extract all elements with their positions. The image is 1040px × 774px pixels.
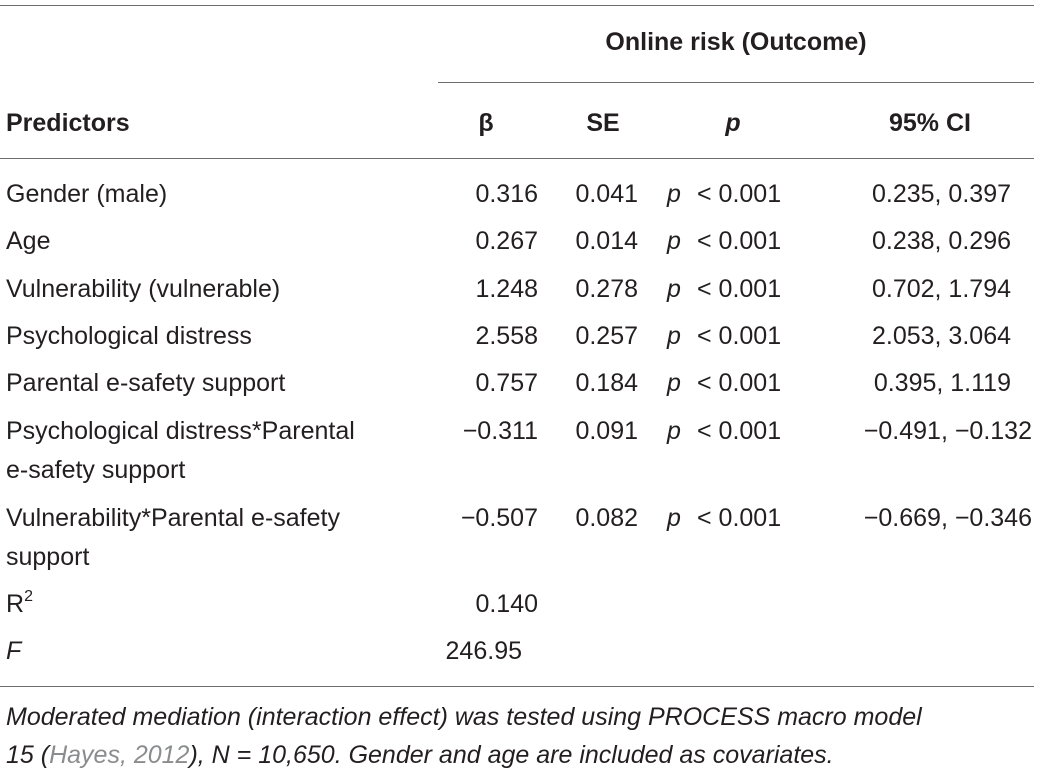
beta-header: β — [478, 109, 494, 137]
predictor-label: Parental e-safety support — [6, 369, 286, 397]
ci-value: −0.669, −0.346 — [863, 504, 1032, 532]
footnote-line1: Moderated mediation (interaction effect)… — [6, 703, 922, 731]
p-value: < 0.001 — [697, 275, 782, 303]
citation-link[interactable]: Hayes, 2012 — [49, 741, 190, 769]
r2-value: 0.140 — [475, 590, 538, 618]
ci-header: 95% CI — [889, 109, 971, 137]
predictor-label-cont: e-safety support — [6, 456, 186, 484]
p-value: < 0.001 — [697, 227, 782, 255]
f-label: F — [6, 637, 22, 665]
se-value: 0.184 — [575, 369, 638, 397]
predictor-label-cont: support — [6, 543, 90, 571]
top-rule — [0, 5, 1034, 6]
p-value: < 0.001 — [697, 504, 782, 532]
footnote-line2-pre: 15 ( — [6, 741, 50, 769]
beta-value: 0.757 — [475, 369, 538, 397]
predictor-label: Vulnerability (vulnerable) — [6, 275, 281, 303]
p-value: < 0.001 — [697, 417, 782, 445]
p-symbol: p — [667, 180, 681, 208]
beta-value: 2.558 — [475, 322, 538, 350]
r2-superscript: 2 — [24, 587, 33, 605]
p-header: p — [725, 109, 741, 137]
p-symbol: p — [667, 275, 681, 303]
se-value: 0.082 — [575, 504, 638, 532]
outcome-underline — [438, 82, 1034, 83]
beta-value: −0.311 — [462, 417, 538, 445]
predictor-label: Gender (male) — [6, 180, 168, 208]
se-value: 0.257 — [575, 322, 638, 350]
outcome-header: Online risk (Outcome) — [605, 28, 867, 56]
se-header: SE — [586, 109, 620, 137]
p-value: < 0.001 — [697, 322, 782, 350]
beta-value: 1.248 — [475, 275, 538, 303]
p-value: < 0.001 — [697, 369, 782, 397]
header-rule — [0, 158, 1034, 159]
ci-value: 0.395, 1.119 — [873, 369, 1011, 397]
r2-base: R — [6, 590, 25, 618]
se-value: 0.041 — [575, 180, 638, 208]
p-symbol: p — [667, 322, 681, 350]
p-value: < 0.001 — [697, 180, 782, 208]
predictor-label: Vulnerability*Parental e-safety — [6, 504, 340, 532]
p-symbol: p — [667, 417, 681, 445]
ci-value: 2.053, 3.064 — [871, 322, 1011, 350]
beta-value: 0.267 — [475, 227, 538, 255]
p-symbol: p — [667, 504, 681, 532]
p-symbol: p — [667, 227, 681, 255]
beta-value: 0.316 — [475, 180, 538, 208]
ci-value: 0.702, 1.794 — [871, 275, 1011, 303]
p-symbol: p — [667, 369, 681, 397]
bottom-rule — [0, 686, 1034, 687]
predictor-label: Psychological distress — [6, 322, 252, 350]
footnote-line2-post: ), N = 10,650. Gender and age are includ… — [189, 741, 834, 769]
beta-value: −0.507 — [460, 504, 538, 532]
ci-value: 0.238, 0.296 — [871, 227, 1011, 255]
r2-label: R2 — [6, 587, 33, 619]
table-footnote: Moderated mediation (interaction effect)… — [6, 698, 1036, 774]
predictor-label: Age — [6, 227, 51, 255]
predictors-header: Predictors — [6, 109, 130, 137]
ci-value: −0.491, −0.132 — [863, 417, 1032, 445]
se-value: 0.014 — [575, 227, 638, 255]
ci-value: 0.235, 0.397 — [871, 180, 1011, 208]
se-value: 0.091 — [575, 417, 638, 445]
f-value: 246.95 — [445, 637, 522, 665]
predictor-label: Psychological distress*Parental — [6, 417, 355, 445]
se-value: 0.278 — [575, 275, 638, 303]
